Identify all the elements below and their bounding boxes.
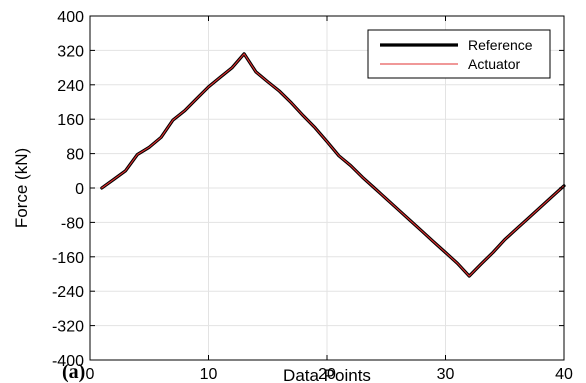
x-tick-label: 30 <box>437 366 455 383</box>
y-tick-label: 160 <box>57 112 84 129</box>
y-tick-label: 400 <box>57 9 84 26</box>
legend-label-actuator: Actuator <box>468 56 520 72</box>
y-axis-label: Force (kN) <box>12 148 31 228</box>
axis-tick-labels: 0 10 20 30 40 400 320 240 160 80 0 -80 -160 -240 -320 -… <box>52 9 573 383</box>
legend-label-reference: Reference <box>468 37 533 53</box>
y-tick-label: -160 <box>52 250 84 267</box>
y-tick-label: -240 <box>52 284 84 301</box>
legend: Reference Actuator <box>367 29 551 79</box>
y-tick-label: 0 <box>75 181 84 198</box>
y-tick-label: -320 <box>52 319 84 336</box>
legend-box <box>367 29 551 79</box>
x-tick-label: 20 <box>318 366 336 383</box>
series-line-actuator <box>101 53 565 277</box>
x-tick-label: 0 <box>86 366 95 383</box>
x-tick-label: 10 <box>200 366 218 383</box>
panel-label: (a) <box>62 361 85 383</box>
axis-ticks <box>89 15 565 361</box>
x-tick-label: 40 <box>555 366 573 383</box>
series-line-reference <box>100 52 566 278</box>
y-tick-label: 240 <box>57 78 84 95</box>
y-tick-label: 80 <box>66 147 84 164</box>
y-tick-label: 320 <box>57 43 84 60</box>
y-tick-label: -400 <box>52 353 84 370</box>
plot-series <box>100 52 566 278</box>
x-axis-label: Data Points <box>283 366 371 383</box>
y-tick-label: -80 <box>61 215 84 232</box>
